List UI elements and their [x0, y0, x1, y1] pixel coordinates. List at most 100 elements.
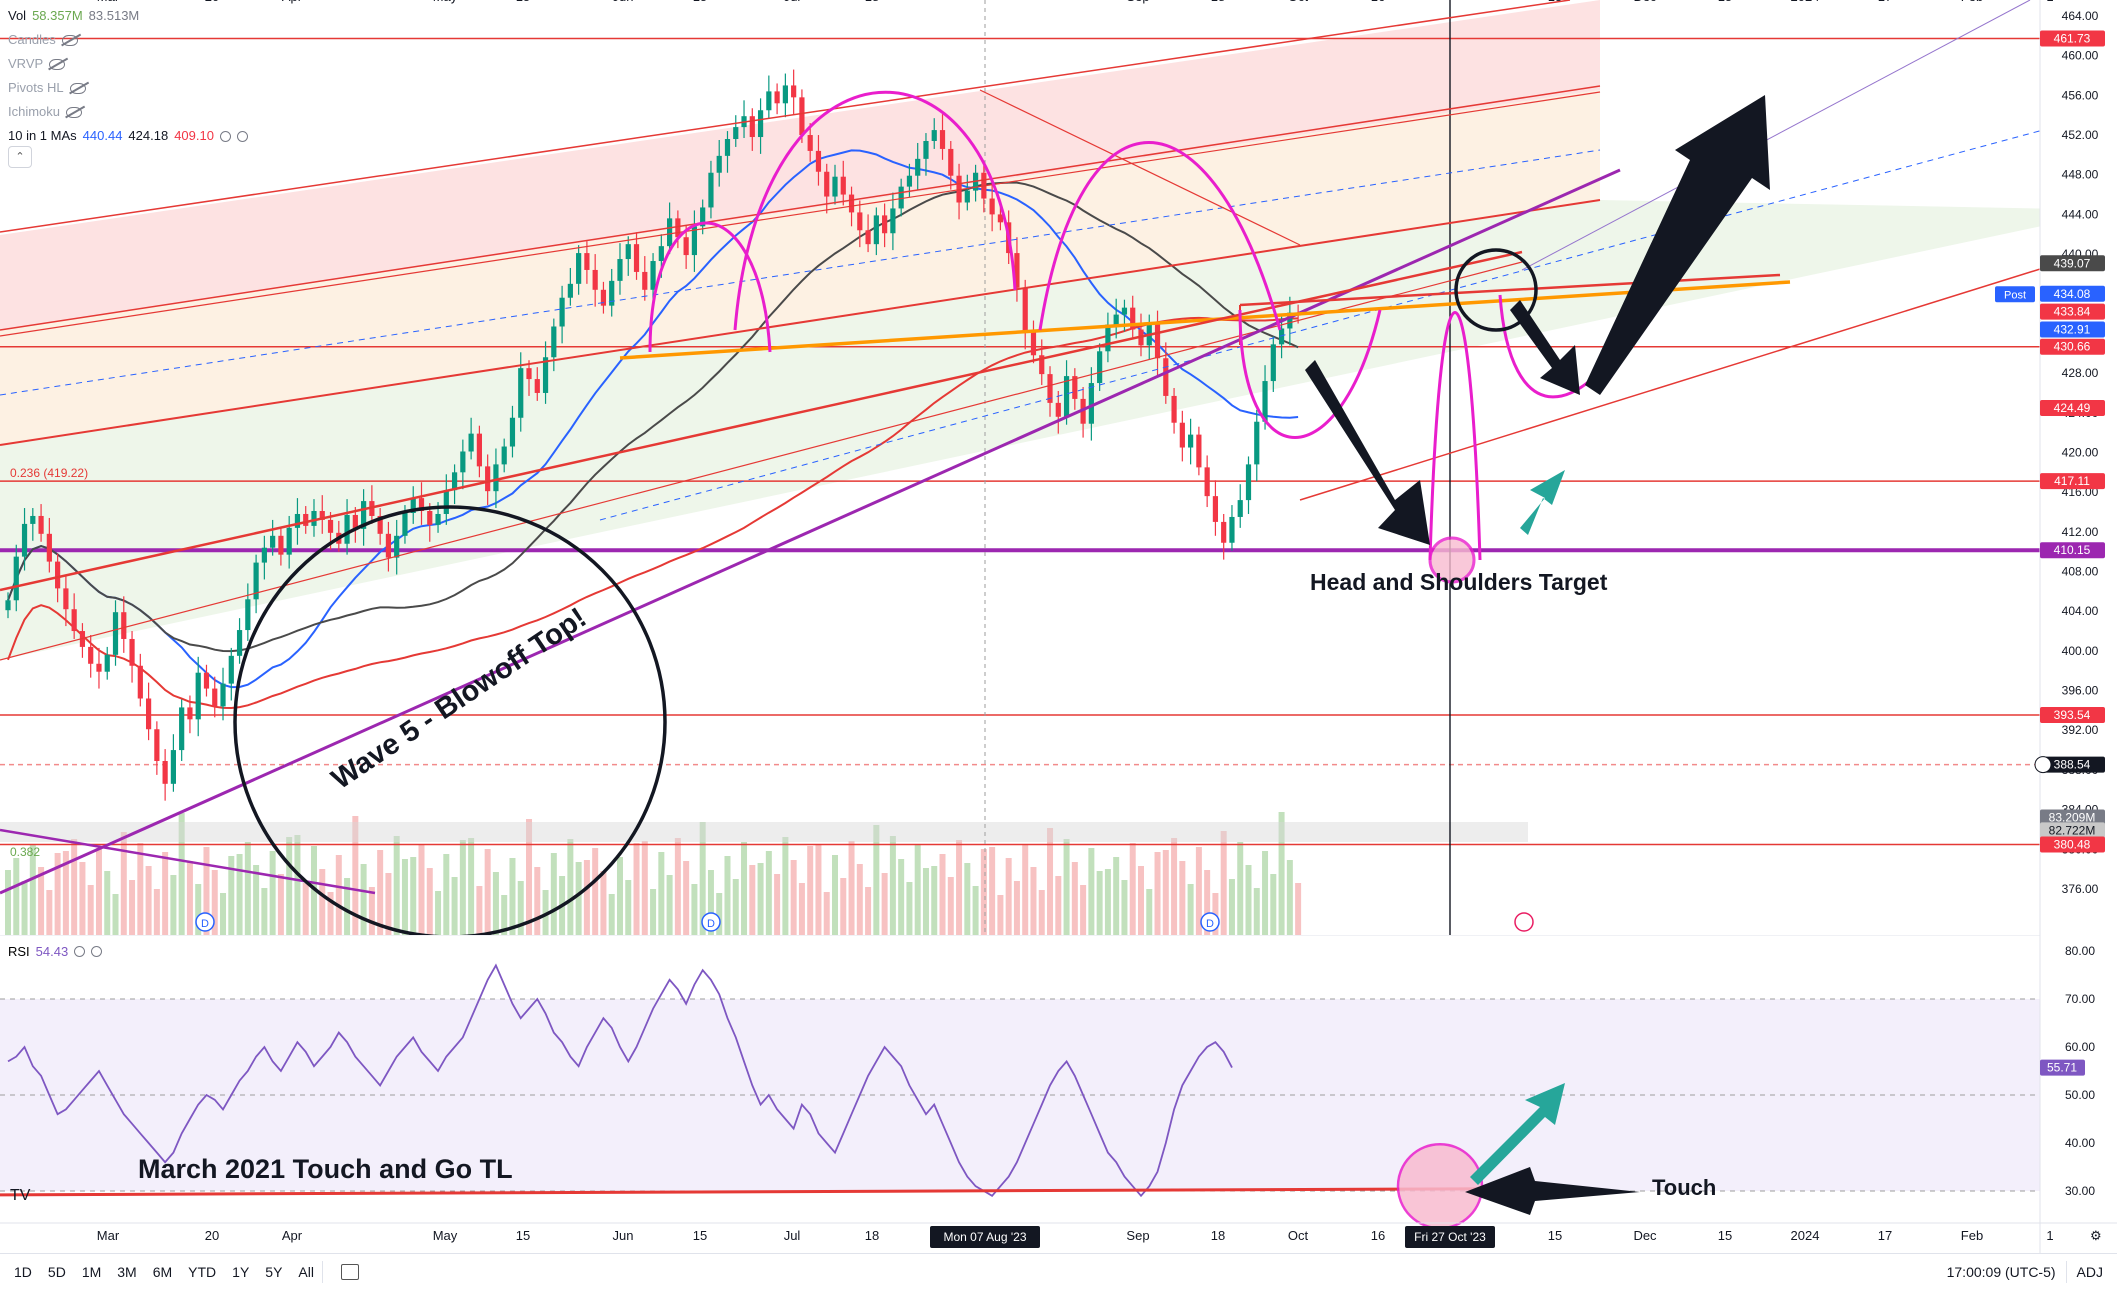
volume-bar [203, 847, 210, 935]
price-tag-label: 434.08 [2054, 287, 2091, 301]
bottom-toolbar: 1D 5D 1M 3M 6M YTD 1Y 5Y All 17:00:09 (UTC-5) AD… [0, 1253, 2117, 1289]
candle-body [542, 357, 549, 393]
arrow-up-teal-1 [1520, 470, 1565, 535]
volume-bar [526, 819, 533, 935]
timeframe-button-5y[interactable]: 5Y [265, 1263, 283, 1280]
candle-body [203, 672, 210, 689]
volume-bar [38, 867, 45, 935]
ma-value-1: 440.44 [82, 128, 123, 143]
ma-dark-line [7, 181, 1299, 653]
timeframe-button-6m[interactable]: 6M [152, 1263, 173, 1280]
candle-body [1113, 314, 1119, 325]
neckline-orange [619, 280, 1791, 360]
rsi-touch-circle [1396, 1142, 1484, 1230]
volume-bar [1038, 890, 1045, 935]
time-tick: Sep [1126, 1228, 1149, 1243]
legend-vol-row[interactable]: Vol 58.357M 83.513M [8, 4, 248, 28]
candle-body [228, 655, 234, 684]
rsi-legend[interactable]: RSI 54.43 [8, 944, 103, 959]
settings-circle-icon[interactable] [74, 946, 86, 957]
clock-display[interactable]: 17:00:09 (UTC-5) [1946, 1263, 2056, 1280]
volume-bar [889, 836, 896, 935]
volume-bar [1047, 828, 1054, 935]
time-tick: 2024 [1791, 1228, 1820, 1243]
candle-body [890, 208, 896, 234]
adjust-button[interactable]: ADJ [2076, 1263, 2103, 1280]
eye-hidden-icon[interactable] [66, 106, 83, 118]
candle-body [344, 514, 350, 544]
volume-bar [1121, 880, 1128, 935]
price-tag-label: 432.91 [2054, 322, 2091, 336]
collapse-legend-button[interactable]: ⌃ [8, 146, 32, 168]
channel-dashed-line [599, 109, 2117, 521]
volume-bar [186, 861, 193, 935]
rsi-panel[interactable]: March 2021 Touch and Go TL Touch TV 80.00 7… [0, 935, 2117, 1253]
legend-vrvp-row[interactable]: VRVP [8, 52, 248, 76]
candle-body [137, 665, 143, 699]
timeframe-button-3m[interactable]: 3M [117, 1263, 137, 1280]
time-tick: 15 [693, 1228, 707, 1243]
candle-body [600, 289, 607, 306]
candle-body [799, 97, 805, 136]
price-tag-label: 380.48 [2054, 838, 2091, 852]
volume-bar [865, 887, 872, 935]
candle-body [1212, 496, 1219, 522]
volume-bar [286, 837, 293, 935]
timeframe-button-all[interactable]: All [298, 1263, 314, 1280]
timeframe-button-1y[interactable]: 1Y [232, 1263, 250, 1280]
volume-bar [129, 880, 136, 935]
candle-body [832, 176, 838, 197]
volume-bar [211, 870, 218, 935]
more-circle-icon[interactable] [91, 946, 103, 957]
annotation-hs-target: Head and Shoulders Target [1310, 569, 1608, 595]
dividend-marker [195, 912, 215, 932]
candle-body [1130, 307, 1136, 330]
volume-bar [21, 881, 28, 935]
chevron-up-icon: ⌃ [15, 151, 25, 163]
price-tick: 464.00 [2062, 9, 2099, 23]
volume-bar [691, 884, 698, 935]
candle-body [584, 253, 590, 270]
legend-mas-row[interactable]: 10 in 1 MAs 440.44 424.18 409.10 [8, 124, 248, 148]
price-chart[interactable]: Head and Shoulders Target Wave 5 - Blowof… [0, 0, 2117, 935]
timeframe-button-1m[interactable]: 1M [81, 1263, 102, 1280]
timeframe-button-5d[interactable]: 5D [47, 1263, 66, 1280]
price-tag-bg [2040, 542, 2105, 559]
time-tick: 15 [1718, 0, 1732, 4]
candle-body [592, 269, 598, 290]
volume-bar [1237, 842, 1244, 935]
rsi-tick: 80.00 [2065, 944, 2095, 958]
dividend-marker [701, 912, 721, 932]
candle-body [923, 140, 929, 159]
volume-bar [459, 840, 466, 935]
calendar-range-icon[interactable] [340, 1263, 359, 1280]
timeframe-button-1d[interactable]: 1D [14, 1263, 32, 1280]
channel-upper-line [0, 0, 1571, 233]
candle-body [46, 533, 52, 562]
volume-bar [1245, 865, 1252, 935]
time-tick: Sep [1126, 0, 1149, 4]
eye-hidden-icon[interactable] [69, 82, 86, 94]
volume-bar [1286, 860, 1293, 935]
candle-body [1171, 395, 1177, 423]
candle-body [1270, 344, 1276, 382]
volume-bar [749, 865, 756, 935]
candle-body [21, 523, 28, 557]
legend-pivots-row[interactable]: Pivots HL [8, 76, 248, 100]
eye-hidden-icon[interactable] [61, 34, 78, 46]
time-tick: 18 [865, 0, 879, 4]
timeframe-button-ytd[interactable]: YTD [188, 1263, 217, 1280]
wave5-circle [233, 505, 667, 935]
annotation-wave5: Wave 5 - Blowoff Top! [326, 602, 592, 796]
legend-candles-row[interactable]: Candles [8, 28, 248, 52]
more-circle-icon[interactable] [236, 130, 248, 142]
settings-circle-icon[interactable] [219, 130, 231, 142]
horizontal-levels [0, 0, 2040, 935]
volume-bar [633, 843, 640, 935]
volume-bar [956, 840, 963, 935]
time-tick: Jul [784, 0, 801, 4]
eye-hidden-icon[interactable] [49, 58, 66, 70]
legend-ichimoku-row[interactable]: Ichimoku [8, 100, 248, 124]
candle-body [1039, 355, 1045, 375]
candle-body [261, 547, 267, 563]
